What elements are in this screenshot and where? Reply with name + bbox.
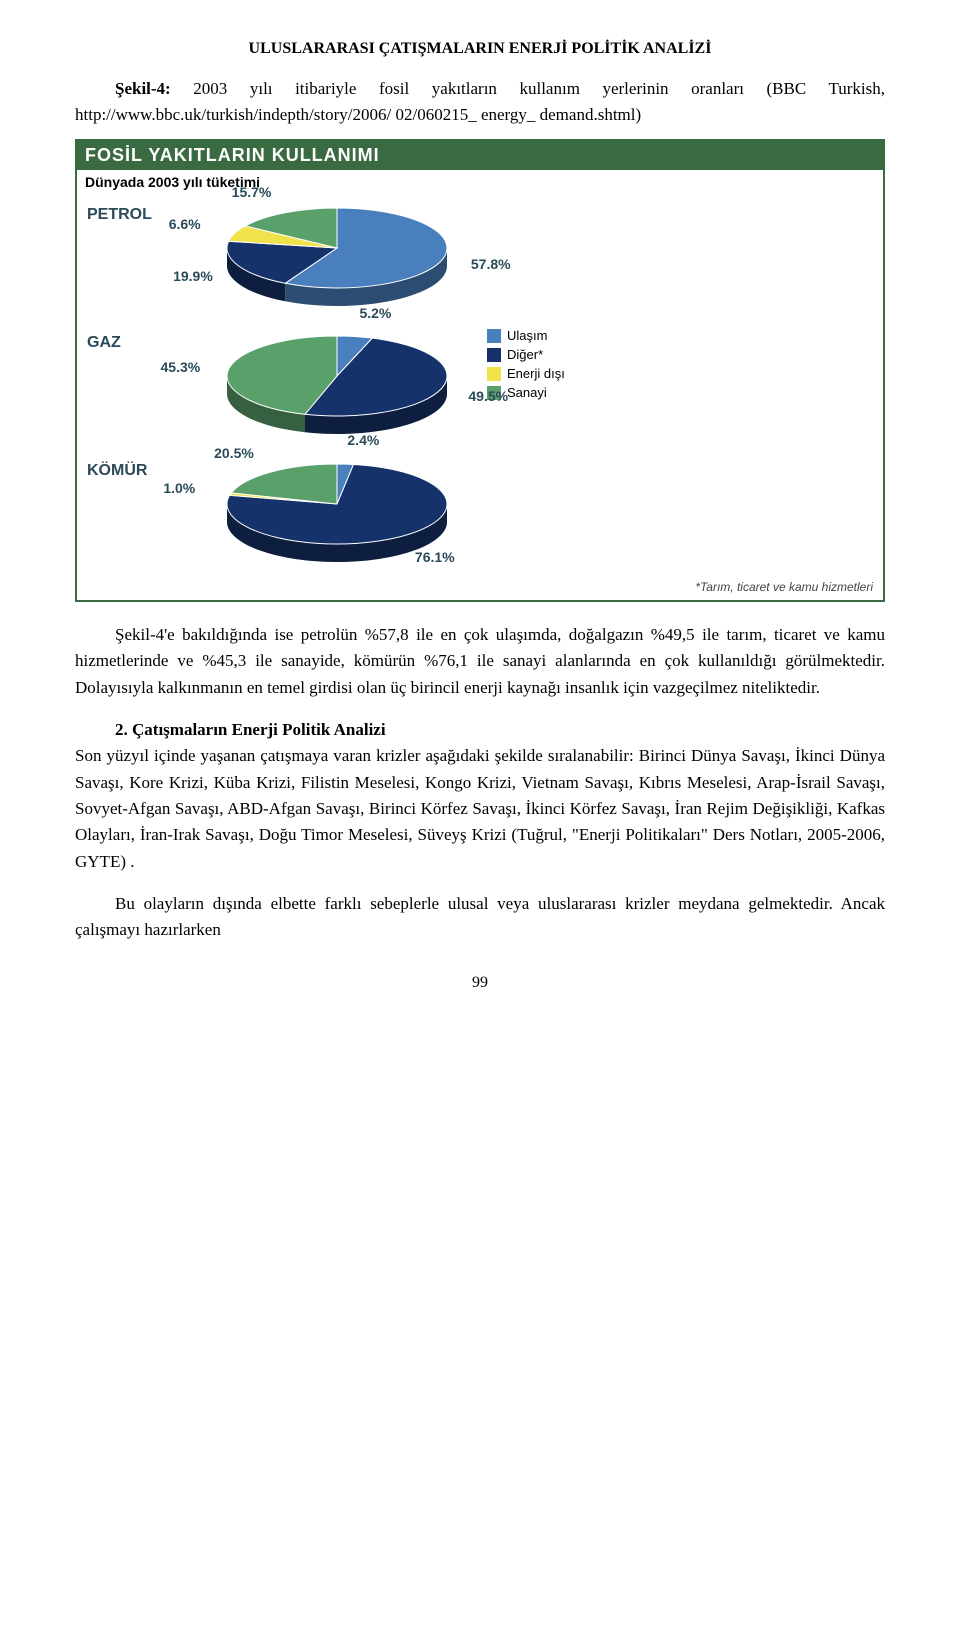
legend-label: Diğer*	[507, 347, 543, 362]
pie-slice-label: 5.2%	[359, 305, 391, 321]
page-header: ULUSLARARASI ÇATIŞMALARIN ENERJİ POLİTİK…	[75, 40, 885, 58]
pie-slice-label: 20.5%	[214, 445, 254, 461]
pie-row: KÖMÜR2.4%76.1%1.0%20.5%	[77, 450, 883, 578]
pie-row: GAZ5.2%49.5%45.3% Ulaşım Diğer* Enerji dışı…	[77, 322, 883, 450]
caption-text: 2003 yılı itibariyle fosil yakıtların ku…	[75, 79, 885, 124]
pie-slice-label: 57.8%	[471, 256, 511, 272]
paragraph-3: Bu olayların dışında elbette farklı sebe…	[75, 891, 885, 944]
legend-swatch-icon	[487, 329, 501, 343]
paragraph-1: Şekil-4'e bakıldığında ise petrolün %57,…	[75, 622, 885, 701]
page-number: 99	[75, 974, 885, 992]
pie-svg-wrap: 57.8%19.9%6.6%15.7%	[187, 200, 487, 310]
legend-label: Sanayi	[507, 385, 547, 400]
paragraph-2-text: Son yüzyıl içinde yaşanan çatışmaya vara…	[75, 746, 885, 870]
chart-subtitle: Dünyada 2003 yılı tüketimi	[77, 170, 883, 194]
pie-svg-wrap: 2.4%76.1%1.0%20.5%	[187, 456, 487, 566]
legend-item: Enerji dışı	[487, 366, 637, 381]
paragraph-2: 2. Çatışmaların Enerji Politik Analizi S…	[75, 717, 885, 875]
pie-slice-label: 49.5%	[468, 388, 508, 404]
pie-chart-icon	[187, 328, 487, 438]
pie-slice-label: 2.4%	[347, 432, 379, 448]
pie-slice-label: 15.7%	[232, 184, 272, 200]
section-label: 2. Çatışmaların Enerji Politik Analizi	[115, 720, 386, 739]
pie-slice-label: 76.1%	[415, 549, 455, 565]
pie-slice-label: 6.6%	[169, 216, 201, 232]
legend-item: Sanayi	[487, 385, 637, 400]
legend-swatch-icon	[487, 367, 501, 381]
pie-label: KÖMÜR	[87, 456, 187, 480]
legend-label: Ulaşım	[507, 328, 547, 343]
pie-label: GAZ	[87, 328, 187, 352]
pie-row: PETROL57.8%19.9%6.6%15.7%	[77, 194, 883, 322]
caption-label: Şekil-4:	[115, 79, 171, 98]
pie-rows: PETROL57.8%19.9%6.6%15.7%GAZ5.2%49.5%45.…	[77, 194, 883, 578]
legend-item: Ulaşım	[487, 328, 637, 343]
pie-chart-icon	[187, 200, 487, 310]
legend-swatch-icon	[487, 348, 501, 362]
pie-svg-wrap: 5.2%49.5%45.3%	[187, 328, 487, 438]
pie-slice-label: 45.3%	[161, 359, 201, 375]
chart-title: FOSİL YAKITLARIN KULLANIMI	[77, 141, 883, 170]
legend-item: Diğer*	[487, 347, 637, 362]
legend: Ulaşım Diğer* Enerji dışı Sanayi	[487, 328, 637, 404]
pie-slice-label: 1.0%	[163, 480, 195, 496]
legend-label: Enerji dışı	[507, 366, 565, 381]
chart-container: FOSİL YAKITLARIN KULLANIMI Dünyada 2003 …	[75, 139, 885, 602]
figure-caption: Şekil-4: 2003 yılı itibariyle fosil yakı…	[75, 76, 885, 127]
pie-slice-label: 19.9%	[173, 268, 213, 284]
chart-footnote: *Tarım, ticaret ve kamu hizmetleri	[77, 578, 883, 600]
